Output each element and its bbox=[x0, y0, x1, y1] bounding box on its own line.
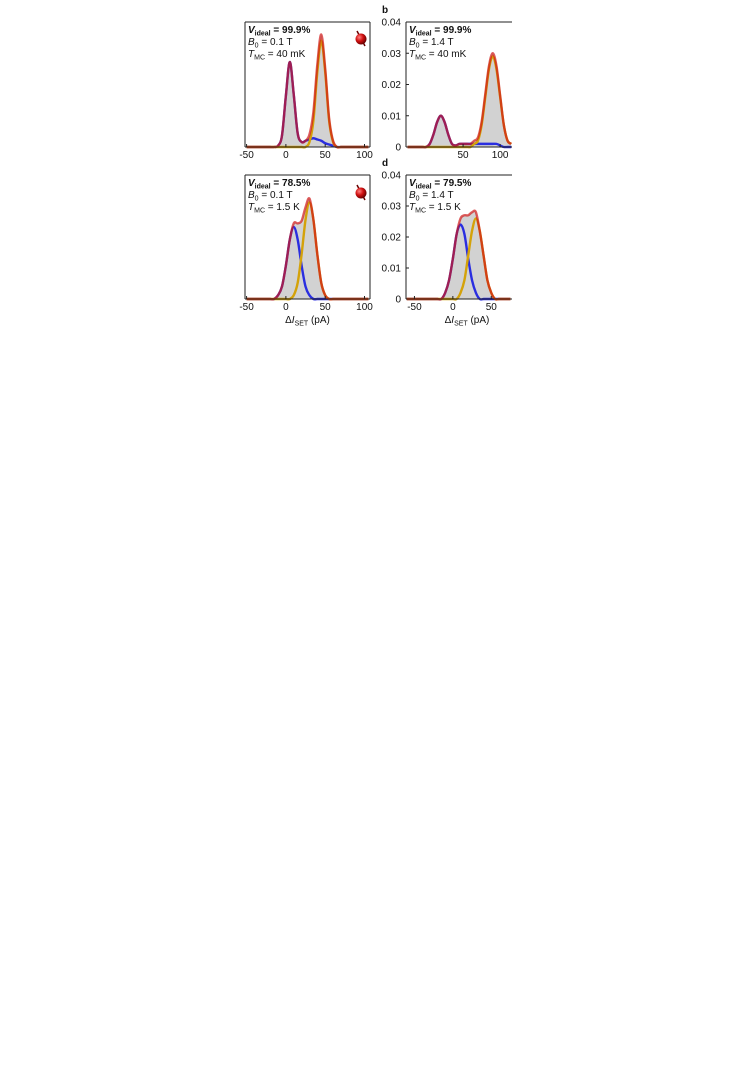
area bbox=[406, 210, 511, 300]
label-text: = 78.5% bbox=[271, 178, 311, 189]
label-symbol: B bbox=[248, 37, 255, 48]
label-subscript: MC bbox=[254, 55, 265, 62]
panel: -50 0 50 0 0.01 0.02 0.03 0.04 Videal = 79.5%B0 … bbox=[382, 158, 512, 328]
label-text: (pA) bbox=[468, 315, 490, 326]
label-subscript: 0 bbox=[416, 43, 420, 50]
rich-label: TMC = 1.5 K bbox=[409, 202, 461, 215]
x-tick-label: 100 bbox=[356, 302, 373, 313]
x-tick-label: 50 bbox=[320, 302, 332, 313]
panel-label: b bbox=[382, 5, 388, 16]
label-symbol: V bbox=[409, 25, 417, 36]
label-text: = 1.5 K bbox=[265, 202, 300, 213]
label-symbol: I bbox=[451, 315, 454, 326]
x-tick-label: 0 bbox=[283, 302, 289, 313]
y-tick-label: 0.01 bbox=[382, 264, 402, 275]
label-text: = 0.1 T bbox=[259, 37, 293, 48]
y-tick-label: 0.02 bbox=[382, 233, 402, 244]
label-text: (pA) bbox=[308, 315, 330, 326]
x-tick-label: -50 bbox=[239, 302, 254, 313]
rich-label: Videal = 99.9% bbox=[409, 25, 471, 38]
label-symbol: B bbox=[409, 37, 416, 48]
area bbox=[246, 198, 369, 300]
label-subscript: MC bbox=[254, 208, 265, 215]
y-tick-label: 0.04 bbox=[382, 18, 402, 29]
spin-icon bbox=[355, 184, 367, 201]
y-tick-label: 0.01 bbox=[382, 111, 402, 122]
label-subscript: ideal bbox=[255, 31, 271, 38]
y-tick-label: 0.02 bbox=[382, 80, 402, 91]
rich-label: ΔISET (pA) bbox=[285, 315, 330, 328]
label-subscript: ideal bbox=[416, 184, 432, 191]
label-subscript: 0 bbox=[255, 196, 259, 203]
y-tick-label: 0.03 bbox=[382, 202, 402, 213]
label-text: = 99.9% bbox=[432, 25, 472, 36]
label-subscript: SET bbox=[454, 321, 468, 328]
x-tick-label: 0 bbox=[450, 302, 456, 313]
label-subscript: ideal bbox=[255, 184, 271, 191]
label-text: = 1.4 T bbox=[420, 37, 454, 48]
label-text: = 40 mK bbox=[265, 49, 306, 60]
x-tick-label: 0 bbox=[283, 150, 289, 161]
label-subscript: 0 bbox=[416, 196, 420, 203]
rich-label: B0 = 0.1 T bbox=[248, 37, 293, 50]
label-prefix: Δ bbox=[445, 315, 452, 326]
label-symbol: V bbox=[248, 25, 256, 36]
label-symbol: V bbox=[248, 178, 256, 189]
label-subscript: MC bbox=[415, 208, 426, 215]
y-tick-label: 0 bbox=[395, 143, 401, 154]
rich-label: B0 = 1.4 T bbox=[409, 37, 454, 50]
label-symbol: T bbox=[248, 49, 255, 60]
rich-label: TMC = 40 mK bbox=[248, 49, 306, 62]
label-symbol: T bbox=[409, 49, 416, 60]
label-symbol: B bbox=[248, 190, 255, 201]
y-tick-label: 0.04 bbox=[382, 171, 402, 182]
label-text: = 0.1 T bbox=[259, 190, 293, 201]
rich-label: B0 = 1.4 T bbox=[409, 190, 454, 203]
label-subscript: SET bbox=[295, 321, 309, 328]
y-tick-label: 0.03 bbox=[382, 49, 402, 60]
x-tick-label: 50 bbox=[486, 302, 498, 313]
label-symbol: V bbox=[409, 178, 417, 189]
rich-label: TMC = 40 mK bbox=[409, 49, 467, 62]
rich-label: Videal = 78.5% bbox=[248, 178, 310, 191]
label-symbol: T bbox=[248, 202, 255, 213]
curve bbox=[246, 60, 369, 149]
panel-label: d bbox=[382, 158, 388, 169]
label-symbol: T bbox=[409, 202, 416, 213]
x-tick-label: 100 bbox=[492, 150, 509, 161]
y-tick-label: 0 bbox=[395, 295, 401, 306]
x-tick-label: 100 bbox=[356, 150, 373, 161]
rich-label: Videal = 79.5% bbox=[409, 178, 471, 191]
label-symbol: I bbox=[292, 315, 295, 326]
label-symbol: B bbox=[409, 190, 416, 201]
label-subscript: ideal bbox=[416, 31, 432, 38]
label-text: = 40 mK bbox=[426, 49, 467, 60]
label-prefix: Δ bbox=[285, 315, 292, 326]
label-subscript: 0 bbox=[255, 43, 259, 50]
x-tick-label: 50 bbox=[320, 150, 332, 161]
label-text: = 99.9% bbox=[271, 25, 311, 36]
label-text: = 1.4 T bbox=[420, 190, 454, 201]
x-tick-label: -50 bbox=[239, 150, 254, 161]
label-text: = 79.5% bbox=[432, 178, 472, 189]
x-tick-label: -50 bbox=[407, 302, 422, 313]
rich-label: TMC = 1.5 K bbox=[248, 202, 300, 215]
rich-label: ΔISET (pA) bbox=[445, 315, 490, 328]
rich-label: B0 = 0.1 T bbox=[248, 190, 293, 203]
spin-icon bbox=[355, 30, 367, 47]
area bbox=[407, 53, 512, 148]
x-tick-label: 50 bbox=[458, 150, 470, 161]
label-subscript: MC bbox=[415, 55, 426, 62]
label-text: = 1.5 K bbox=[426, 202, 461, 213]
rich-label: Videal = 99.9% bbox=[248, 25, 310, 38]
